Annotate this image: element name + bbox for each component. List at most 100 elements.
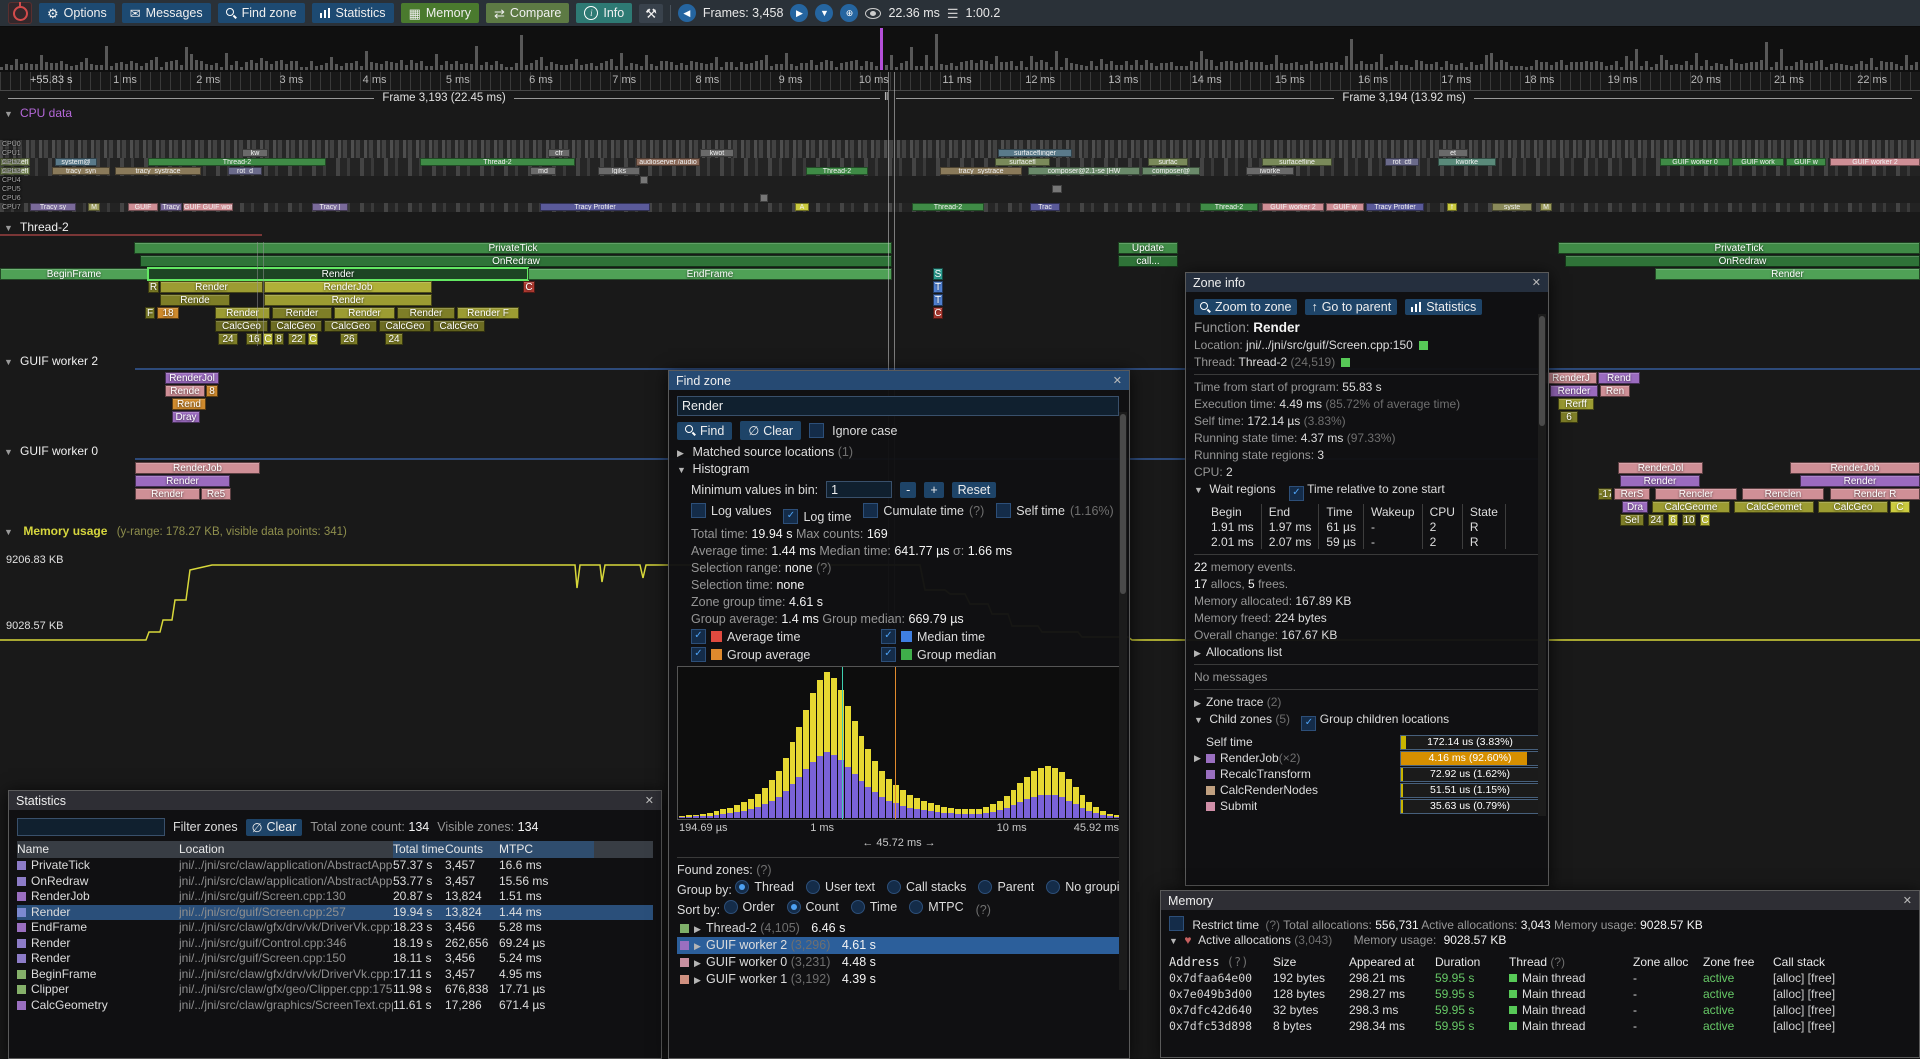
zone-endframe[interactable]: EndFrame <box>528 268 892 280</box>
frame-bar[interactable] <box>840 62 843 70</box>
frame-bar[interactable] <box>1375 62 1378 70</box>
frame-bar[interactable] <box>880 28 883 70</box>
frame-bar[interactable] <box>90 63 93 70</box>
frame-bar[interactable] <box>895 66 898 70</box>
frame-bar[interactable] <box>600 62 603 70</box>
frame-bar[interactable] <box>870 62 873 70</box>
frame-bar[interactable] <box>940 64 943 70</box>
frame-bar[interactable] <box>1575 61 1578 70</box>
frame-bar[interactable] <box>170 61 173 70</box>
frame-bar[interactable] <box>665 61 668 70</box>
frame-bar[interactable] <box>1720 64 1723 70</box>
frame-bar[interactable] <box>1415 60 1418 70</box>
frame-bar[interactable] <box>5 63 8 70</box>
frame-bar[interactable] <box>1075 63 1078 70</box>
zone-onredraw[interactable]: OnRedraw <box>1565 255 1920 267</box>
frame-bar[interactable] <box>1120 64 1123 70</box>
frame-bar[interactable] <box>935 34 938 70</box>
frame-bar[interactable] <box>1280 62 1283 70</box>
frame-bar[interactable] <box>1475 65 1478 70</box>
frame-bar[interactable] <box>320 64 323 70</box>
zone-f[interactable]: F <box>145 307 155 319</box>
frame-bar[interactable] <box>1735 63 1738 70</box>
frame-bar[interactable] <box>1030 55 1033 70</box>
frame-bar[interactable] <box>185 46 188 70</box>
wait-regions-header[interactable]: ▼ Wait regions ✓ Time relative to zone s… <box>1194 482 1540 501</box>
find-zone-titlebar[interactable]: Find zone ✕ <box>669 371 1129 390</box>
frame-bar[interactable] <box>400 60 403 70</box>
frame-bar[interactable] <box>1225 60 1228 70</box>
frame-bar[interactable] <box>280 60 283 70</box>
frame-bar[interactable] <box>245 62 248 70</box>
frame-bar[interactable] <box>200 61 203 70</box>
group-children-checkbox[interactable]: ✓ <box>1301 716 1317 731</box>
frame-bar[interactable] <box>1360 61 1363 70</box>
frame-bar[interactable] <box>675 65 678 70</box>
frame-bar[interactable] <box>1915 61 1918 70</box>
table-row[interactable]: BeginFrame jni/../jni/src/claw/gfx/drv/vk… <box>17 967 653 983</box>
frame-bar[interactable] <box>435 54 438 70</box>
radio[interactable] <box>1046 880 1061 894</box>
checkbox[interactable] <box>691 503 706 518</box>
frame-bar[interactable] <box>45 62 48 70</box>
frame-bar[interactable] <box>1160 63 1163 70</box>
cpu-zone[interactable]: rot_ctl <box>1385 158 1419 166</box>
frame-bar[interactable] <box>1495 61 1498 70</box>
thread-header-thread-2[interactable]: ▼ Thread-2 <box>4 220 69 234</box>
close-icon[interactable]: ✕ <box>1902 895 1912 907</box>
frame-bar[interactable] <box>1730 59 1733 70</box>
frame-bar[interactable] <box>285 64 288 70</box>
zone-s[interactable]: S <box>933 268 943 280</box>
messages-button[interactable]: ✉ Messages <box>121 3 211 23</box>
frame-bar[interactable] <box>625 66 628 70</box>
frame-bar[interactable] <box>1170 61 1173 70</box>
zone-renderj[interactable]: RenderJ <box>1545 372 1597 384</box>
frame-bar[interactable] <box>475 45 478 70</box>
histogram-plot[interactable] <box>677 666 1121 820</box>
restrict-time-checkbox[interactable] <box>1169 916 1184 931</box>
frame-bar[interactable] <box>810 60 813 70</box>
frame-bar[interactable] <box>1745 62 1748 70</box>
frame-marker[interactable]: Frame 3,193 (22.45 ms) <box>8 90 881 106</box>
zoom-to-zone-button[interactable]: Zoom to zone <box>1194 299 1298 315</box>
frame-bar[interactable] <box>1690 65 1693 70</box>
frame-bar[interactable] <box>1890 62 1893 70</box>
column-header[interactable]: Address (?) <box>1169 955 1249 969</box>
cpu-zone[interactable]: surfacefl <box>995 158 1050 166</box>
frame-bar[interactable] <box>100 64 103 70</box>
frame-bar[interactable] <box>135 63 138 70</box>
frame-bar[interactable] <box>1810 62 1813 70</box>
frame-bar[interactable] <box>440 64 443 70</box>
frame-bar[interactable] <box>1780 48 1783 70</box>
frame-bar[interactable] <box>725 61 728 70</box>
table-row[interactable]: Render jni/../jni/src/guif/Screen.cpp:150… <box>17 951 653 967</box>
zone-render[interactable]: Render <box>264 294 432 306</box>
frame-bar[interactable] <box>970 60 973 70</box>
frame-bar[interactable] <box>485 61 488 70</box>
frame-bar[interactable] <box>855 60 858 70</box>
zone-renderjob[interactable]: RenderJob <box>135 462 260 474</box>
cpu-zone[interactable]: Thread-2 <box>806 167 868 175</box>
zone-rencler[interactable]: Rencler <box>1655 488 1737 500</box>
frame-bar[interactable] <box>40 54 43 70</box>
frame-bar[interactable] <box>1335 61 1338 70</box>
table-row[interactable]: PrivateTick jni/../jni/src/claw/applicati… <box>17 858 653 874</box>
zone-statistics-button[interactable]: Statistics <box>1405 299 1483 315</box>
cpu-zone[interactable]: lgiks <box>598 167 640 175</box>
frame-bar[interactable] <box>530 62 533 70</box>
frame-bar[interactable] <box>250 60 253 70</box>
frame-bar[interactable] <box>1330 63 1333 70</box>
frame-bar[interactable] <box>1870 58 1873 70</box>
help-hint[interactable]: (?) <box>756 863 772 877</box>
frame-bar[interactable] <box>980 60 983 70</box>
zone-c[interactable]: C <box>933 307 943 319</box>
frame-bar[interactable] <box>1740 64 1743 70</box>
checkbox[interactable]: ✓ <box>783 509 799 524</box>
radio[interactable] <box>887 880 901 894</box>
frame-bar[interactable] <box>85 57 88 70</box>
zone-render-f[interactable]: Render F <box>457 307 519 319</box>
frame-bar[interactable] <box>1420 61 1423 70</box>
frame-bar[interactable] <box>1585 61 1588 70</box>
cpu-zone[interactable]: Tracy sy <box>30 203 76 211</box>
frame-bar[interactable] <box>505 66 508 70</box>
